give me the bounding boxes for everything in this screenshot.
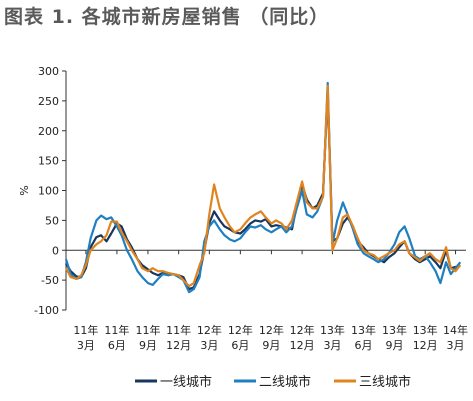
legend: 一线城市 二线城市 三线城市	[135, 374, 411, 390]
x-tick-label: 11年	[135, 323, 160, 337]
x-tick-label: 13年	[382, 323, 407, 337]
legend-label-2: 二线城市	[259, 374, 311, 390]
y-axis-label: %	[18, 185, 31, 195]
x-tick-label: 9月	[139, 339, 157, 352]
y-tick-label: 100	[38, 185, 59, 198]
x-tick-label: 13年	[413, 323, 438, 337]
x-tick-label: 6月	[354, 339, 372, 352]
y-tick-label: -50	[41, 274, 59, 287]
x-tick-label: 3月	[200, 339, 218, 352]
y-tick-label: 150	[38, 155, 59, 168]
x-tick-label: 13年	[351, 323, 376, 337]
x-tick-label: 13年	[320, 323, 345, 337]
x-tick-label: 12月	[166, 339, 191, 352]
x-tick-label: 14年	[443, 323, 468, 337]
y-tick-label: -100	[34, 304, 59, 317]
figure-title: 图表 1. 各城市新房屋销售 （同比）	[4, 6, 330, 28]
x-tick-label: 9月	[385, 339, 403, 352]
legend-label-3: 三线城市	[359, 374, 411, 390]
x-tick-label: 3月	[77, 339, 95, 352]
x-tick-label: 12月	[290, 339, 315, 352]
y-tick-label: 250	[38, 95, 59, 108]
x-tick-label: 9月	[262, 339, 280, 352]
series-line-1	[65, 90, 461, 291]
x-tick-label: 6月	[108, 339, 126, 352]
x-tick-label: 12年	[259, 323, 284, 337]
x-tick-label: 6月	[231, 339, 249, 352]
x-tick-label: 11年	[104, 323, 129, 337]
x-tick-label: 11年	[166, 323, 191, 337]
y-tick-label: 300	[38, 65, 59, 78]
x-axis: 11年 3月 11年 6月 11年 9月 11年 12月 12年 3月 12年 6月 12年 9月 12年 1…	[66, 249, 468, 352]
y-axis: -100 -50 0 50 100 150 200 250 300%	[18, 65, 67, 317]
y-tick-label: 200	[38, 125, 59, 138]
series-line-3	[65, 84, 462, 288]
x-tick-label: 12年	[197, 323, 222, 337]
y-tick-label: 50	[45, 214, 59, 227]
x-tick-label: 3月	[323, 339, 341, 352]
x-tick-label: 12年	[290, 323, 315, 337]
legend-label-1: 一线城市	[160, 374, 212, 390]
series-line-2	[64, 81, 462, 294]
x-tick-label: 12月	[413, 339, 438, 352]
x-tick-label: 12年	[228, 323, 253, 337]
x-tick-label: 11年	[73, 323, 98, 337]
y-tick-label: 0	[52, 244, 59, 257]
x-tick-label: 3月	[447, 339, 465, 352]
series-layer	[64, 81, 462, 294]
